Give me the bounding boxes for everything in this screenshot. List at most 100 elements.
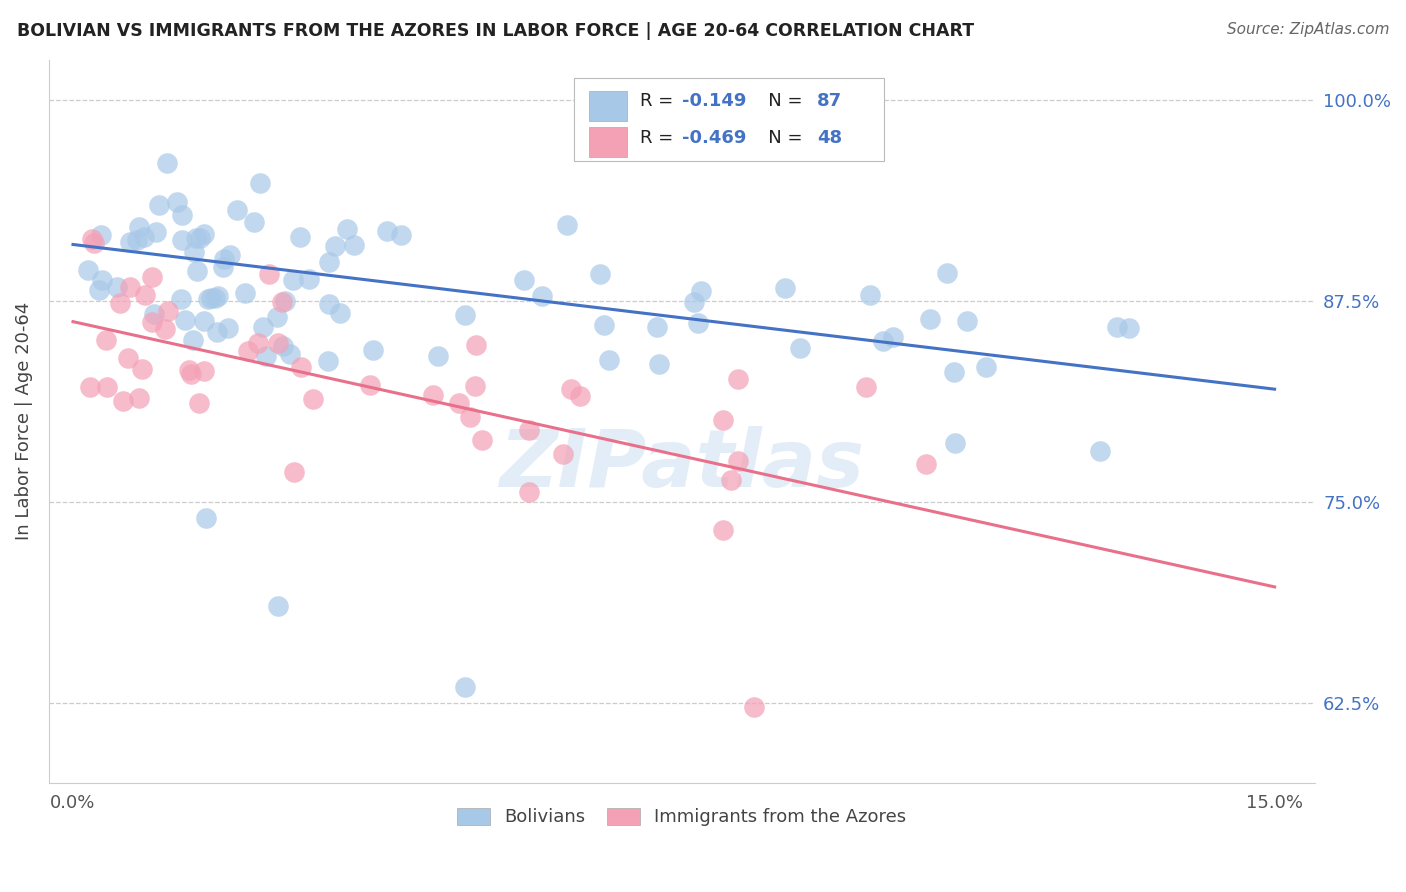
Point — [290, 360, 312, 375]
Point — [195, 510, 218, 524]
Point — [720, 474, 742, 488]
Text: R =: R = — [640, 128, 679, 146]
Point — [96, 380, 118, 394]
Point — [79, 380, 101, 394]
Text: -0.469: -0.469 — [682, 128, 747, 146]
Point — [789, 342, 811, 356]
Point — [204, 291, 226, 305]
Point — [180, 367, 202, 381]
Point — [212, 252, 235, 266]
Point — [1088, 443, 1111, 458]
Point — [690, 285, 713, 299]
Point — [143, 307, 166, 321]
Point — [219, 248, 242, 262]
Point — [125, 233, 148, 247]
Point — [87, 283, 110, 297]
Point — [288, 229, 311, 244]
Text: -0.149: -0.149 — [682, 93, 747, 111]
Point — [458, 409, 481, 424]
Point — [711, 413, 734, 427]
FancyBboxPatch shape — [574, 78, 884, 161]
Point — [117, 351, 139, 365]
Point — [183, 333, 205, 347]
Point — [200, 291, 222, 305]
Point — [246, 336, 269, 351]
Text: ZIPatlas: ZIPatlas — [499, 425, 865, 504]
Point — [111, 393, 134, 408]
Point — [170, 233, 193, 247]
Point — [470, 433, 492, 447]
Point — [727, 453, 749, 467]
Point — [464, 378, 486, 392]
Point — [252, 320, 274, 334]
Point — [254, 349, 277, 363]
Point — [855, 380, 877, 394]
Point — [711, 524, 734, 538]
Text: 48: 48 — [817, 128, 842, 146]
Point — [389, 227, 412, 242]
Point — [551, 447, 574, 461]
Point — [465, 338, 488, 352]
Point — [943, 436, 966, 450]
Point — [205, 325, 228, 339]
Point — [153, 322, 176, 336]
Point — [105, 280, 128, 294]
Point — [274, 294, 297, 309]
Point — [555, 219, 578, 233]
Point — [517, 485, 540, 500]
Point — [217, 321, 239, 335]
Point — [83, 236, 105, 251]
Point — [872, 334, 894, 349]
Point — [141, 315, 163, 329]
Point — [271, 338, 294, 352]
Point — [1118, 321, 1140, 335]
Point — [131, 361, 153, 376]
Point — [318, 254, 340, 268]
Point — [316, 354, 339, 368]
Text: N =: N = — [751, 128, 808, 146]
Point — [267, 599, 290, 614]
Point — [243, 215, 266, 229]
Point — [141, 270, 163, 285]
Point — [512, 273, 534, 287]
Point — [267, 336, 290, 351]
Point — [249, 176, 271, 190]
Point — [108, 296, 131, 310]
Point — [648, 357, 671, 371]
Point — [183, 245, 205, 260]
Point — [145, 225, 167, 239]
Point — [375, 224, 398, 238]
Point — [283, 466, 305, 480]
Point — [257, 267, 280, 281]
Point — [918, 312, 941, 326]
Point — [422, 388, 444, 402]
Point — [1107, 319, 1129, 334]
Point — [593, 318, 616, 332]
Point — [190, 231, 212, 245]
Point — [453, 680, 475, 694]
Point — [148, 198, 170, 212]
Point — [517, 423, 540, 437]
Text: BOLIVIAN VS IMMIGRANTS FROM THE AZORES IN LABOR FORCE | AGE 20-64 CORRELATION CH: BOLIVIAN VS IMMIGRANTS FROM THE AZORES I… — [17, 22, 974, 40]
Point — [193, 364, 215, 378]
Y-axis label: In Labor Force | Age 20-64: In Labor Force | Age 20-64 — [15, 302, 32, 541]
Point — [132, 229, 155, 244]
Point — [207, 288, 229, 302]
Point — [90, 273, 112, 287]
FancyBboxPatch shape — [589, 127, 627, 157]
Point — [128, 220, 150, 235]
Point — [186, 264, 208, 278]
Point — [361, 343, 384, 357]
Point — [172, 208, 194, 222]
Point — [90, 227, 112, 242]
Point — [128, 391, 150, 405]
Point — [882, 330, 904, 344]
Point — [156, 303, 179, 318]
Point — [280, 347, 302, 361]
Point — [76, 263, 98, 277]
Point — [302, 392, 325, 406]
Point — [134, 288, 156, 302]
Point — [956, 314, 979, 328]
Point — [323, 239, 346, 253]
Point — [914, 457, 936, 471]
